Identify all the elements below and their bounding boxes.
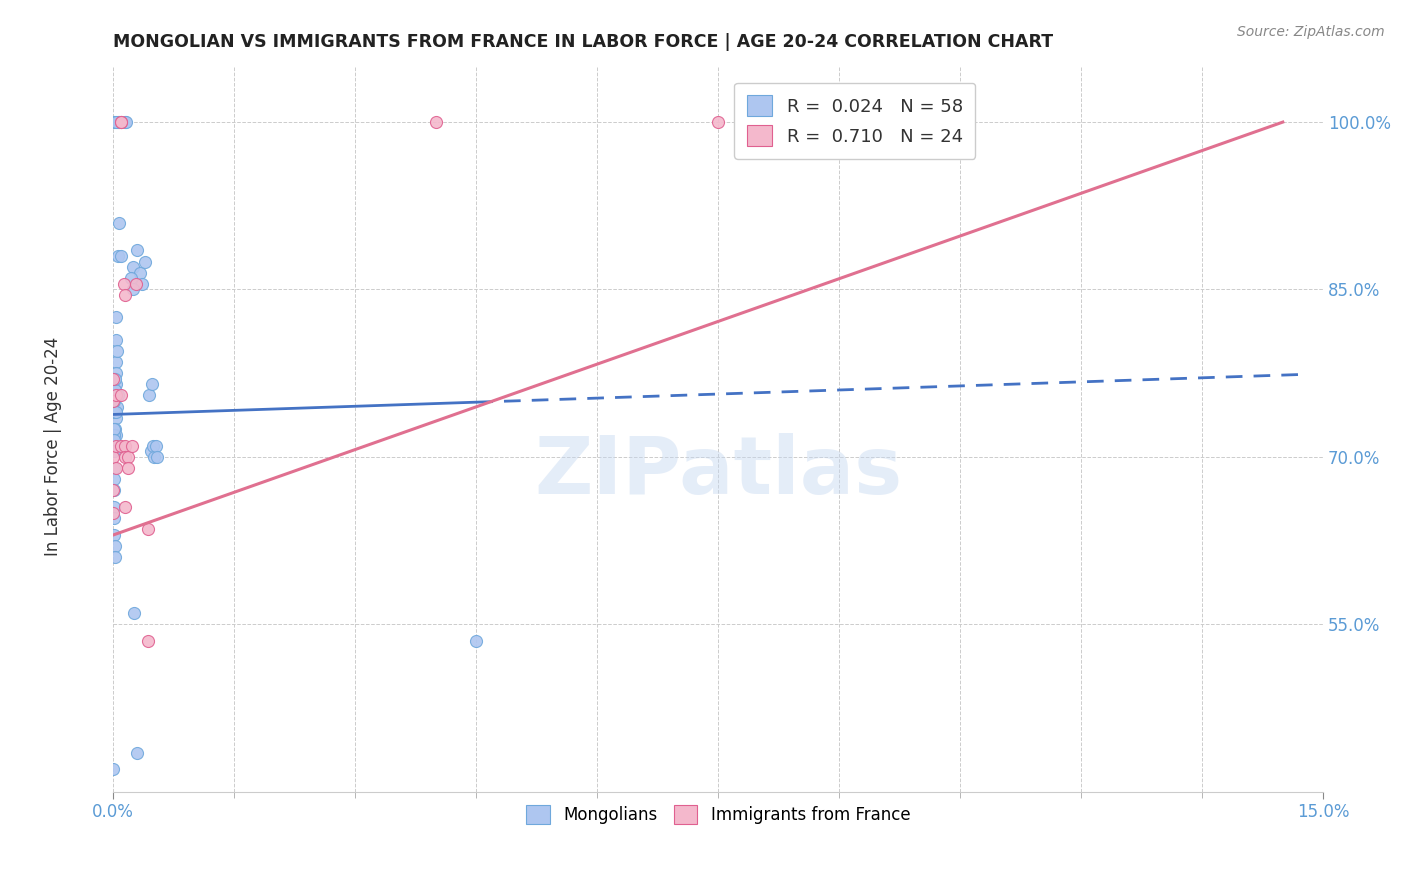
Point [103, 433, 125, 447]
Point [125, 277, 148, 291]
Point [142, 450, 165, 464]
Point [114, 439, 136, 453]
Point [105, 310, 128, 325]
Point [114, 288, 136, 302]
Point [107, 249, 129, 263]
Point [108, 215, 131, 229]
Text: Source: ZipAtlas.com: Source: ZipAtlas.com [1237, 25, 1385, 39]
Point [146, 450, 169, 464]
Point [128, 266, 150, 280]
Point [425, 115, 447, 129]
Text: In Labor Force | Age 20-24: In Labor Force | Age 20-24 [45, 336, 62, 556]
Text: ZIPatlas: ZIPatlas [534, 434, 903, 511]
Point [112, 277, 135, 291]
Point [122, 606, 145, 620]
Point [136, 522, 159, 536]
Point [105, 461, 128, 475]
Point [104, 422, 127, 436]
Point [105, 377, 128, 392]
Point [104, 539, 127, 553]
Point [131, 277, 153, 291]
Point [141, 444, 163, 458]
Point [103, 483, 125, 498]
Point [142, 439, 165, 453]
Point [465, 634, 488, 648]
Point [141, 377, 163, 392]
Point [104, 405, 127, 419]
Point [138, 388, 160, 402]
Point [121, 439, 143, 453]
Point [107, 388, 129, 402]
Point [127, 244, 149, 258]
Point [104, 439, 127, 453]
Point [127, 746, 149, 760]
Point [105, 333, 128, 347]
Point [104, 550, 127, 565]
Point [103, 444, 125, 458]
Point [105, 388, 128, 402]
Point [103, 422, 125, 436]
Point [107, 115, 129, 129]
Point [110, 388, 132, 402]
Point [134, 254, 156, 268]
Point [103, 115, 125, 129]
Point [103, 461, 125, 475]
Point [104, 427, 127, 442]
Legend: Mongolians, Immigrants from France: Mongolians, Immigrants from France [520, 797, 917, 830]
Point [103, 483, 125, 498]
Point [108, 115, 131, 129]
Point [103, 394, 125, 409]
Point [103, 450, 125, 464]
Point [110, 115, 132, 129]
Point [122, 260, 145, 274]
Point [103, 506, 125, 520]
Point [103, 511, 125, 525]
Point [136, 634, 159, 648]
Point [104, 115, 127, 129]
Point [707, 115, 730, 129]
Point [103, 427, 125, 442]
Point [104, 388, 127, 402]
Point [114, 500, 136, 514]
Point [110, 115, 132, 129]
Point [104, 366, 127, 380]
Point [103, 115, 125, 129]
Point [105, 343, 128, 358]
Point [110, 249, 132, 263]
Point [104, 372, 127, 386]
Point [103, 762, 125, 776]
Point [114, 450, 136, 464]
Point [115, 115, 138, 129]
Point [103, 528, 125, 542]
Point [105, 355, 128, 369]
Point [117, 461, 139, 475]
Point [122, 283, 145, 297]
Point [105, 400, 128, 414]
Point [103, 500, 125, 514]
Point [145, 439, 167, 453]
Point [103, 394, 125, 409]
Point [110, 115, 132, 129]
Point [104, 383, 127, 397]
Point [114, 115, 136, 129]
Point [103, 472, 125, 486]
Point [120, 271, 142, 285]
Text: MONGOLIAN VS IMMIGRANTS FROM FRANCE IN LABOR FORCE | AGE 20-24 CORRELATION CHART: MONGOLIAN VS IMMIGRANTS FROM FRANCE IN L… [114, 33, 1053, 51]
Point [110, 439, 132, 453]
Point [103, 405, 125, 419]
Point [104, 410, 127, 425]
Point [103, 372, 125, 386]
Point [117, 450, 139, 464]
Point [105, 439, 128, 453]
